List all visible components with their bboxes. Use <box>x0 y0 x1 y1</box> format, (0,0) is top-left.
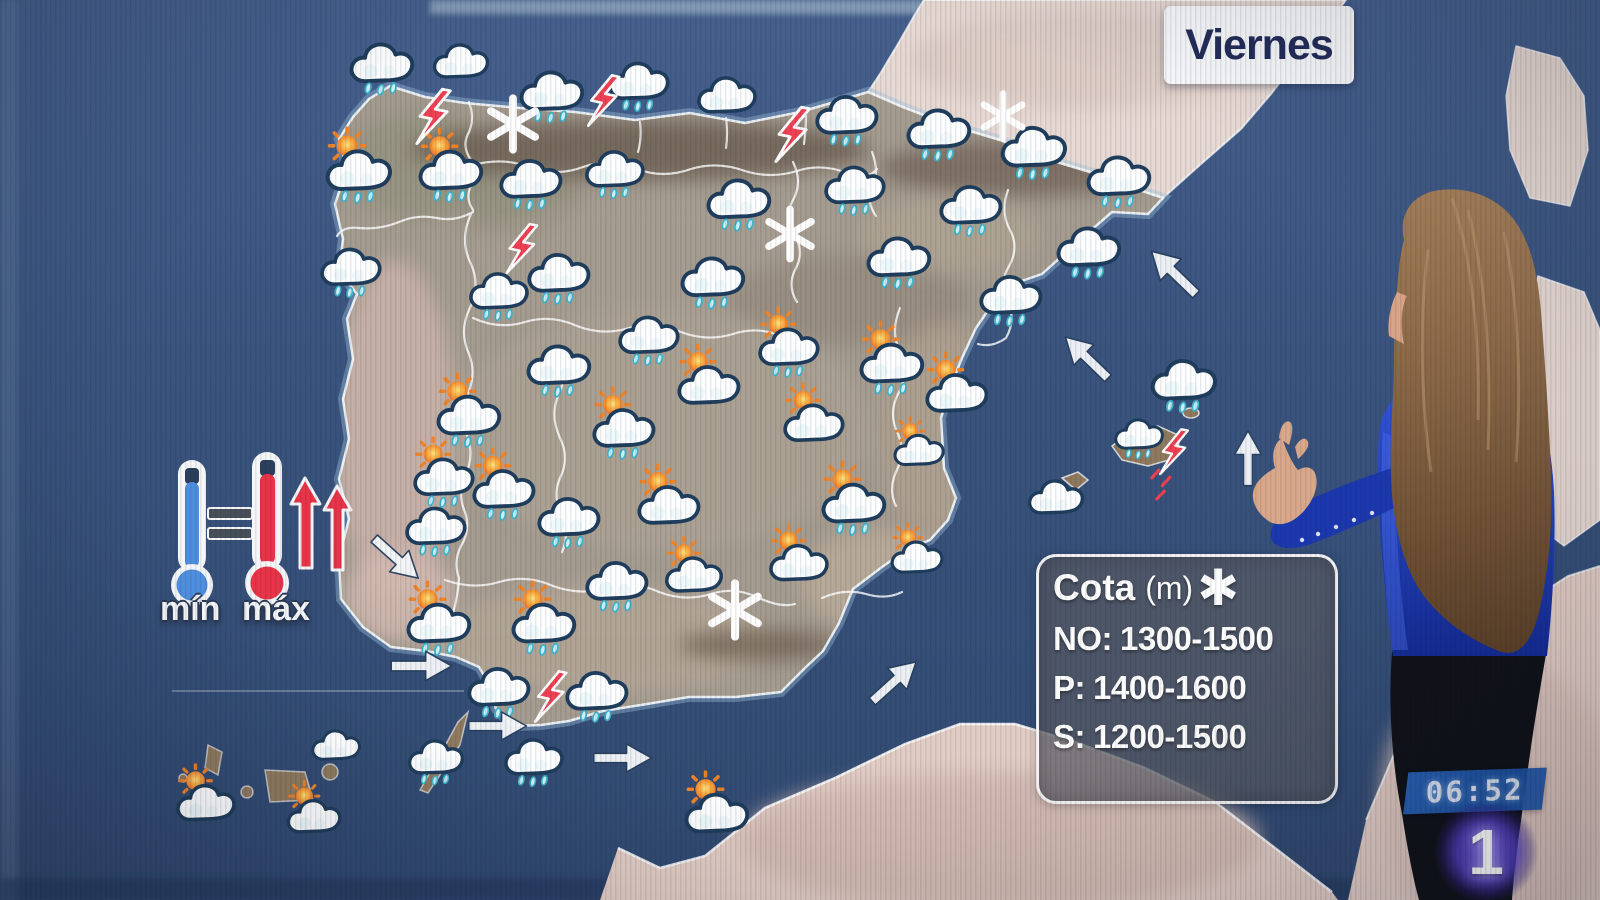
presenter-hair <box>1390 189 1552 653</box>
snow-level-row-no: NO: 1300-1500 <box>1053 620 1274 657</box>
presenter-face <box>1388 292 1407 344</box>
snow-legend-title: Cota (m) ✱ <box>1053 560 1321 616</box>
day-label: Viernes <box>1185 20 1334 69</box>
front-line <box>172 690 464 692</box>
cota-title-text: Cota <box>1053 567 1136 608</box>
channel-1-logo: 1 <box>1434 804 1538 900</box>
temperature-legend <box>171 452 353 606</box>
channel-number: 1 <box>1468 816 1504 888</box>
snow-level-row-p: P: 1400-1600 <box>1053 669 1247 706</box>
presenter-hand <box>1252 421 1317 525</box>
snow-level-legend: Cota (m) ✱ NO: 1300-1500 P: 1400-1600 S: 12… <box>1036 554 1338 804</box>
snow-level-row-s: S: 1200-1500 <box>1053 718 1247 755</box>
day-label-box: Viernes <box>1164 6 1354 84</box>
equals-sign <box>207 507 253 540</box>
temp-rise-arrows <box>289 476 353 572</box>
max-temp-label: máx <box>242 590 311 628</box>
snowflake-icon: ✱ <box>1197 560 1240 616</box>
presenter-arm <box>1270 468 1398 549</box>
min-temp-label: mín <box>160 590 221 628</box>
cota-unit: (m) <box>1145 569 1194 606</box>
